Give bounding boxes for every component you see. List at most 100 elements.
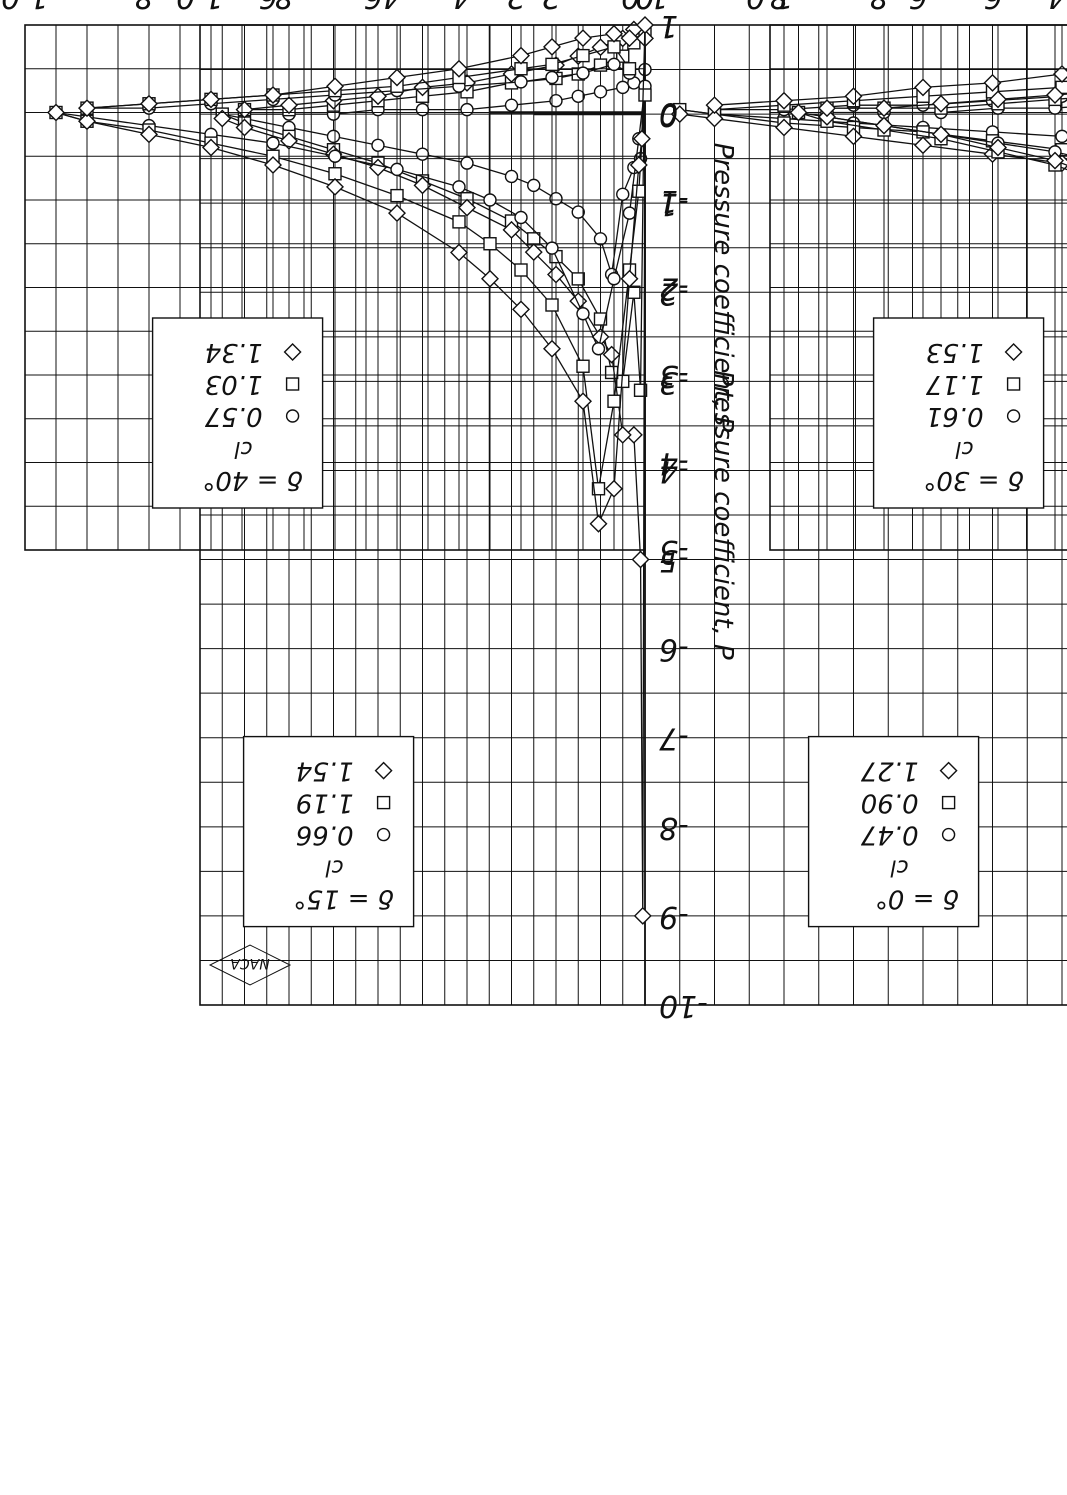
y-tick-label: -7 [659,721,689,756]
point-circle-0.66 [506,170,518,182]
point-diamond-1.34 [389,205,405,221]
point-square-1.19 [378,797,390,809]
point-square-1.03 [577,360,589,372]
point-square-1.17 [1008,378,1020,390]
point-square-1.03 [639,89,651,101]
point-square-1.19 [572,273,584,285]
point-square-1.03 [633,185,645,197]
point-square-1.03 [391,190,403,202]
x-tick-label: 0 [635,0,654,14]
point-circle-0.57 [546,72,558,84]
legend-cl-header: cl [325,855,343,880]
point-square-1.03 [608,395,620,407]
point-circle-0.66 [417,104,429,116]
x-tick-label: .4 [383,0,412,14]
x-tick-label: 1.0 [176,0,224,14]
point-circle-0.57 [577,308,589,320]
point-diamond-1.34 [575,30,591,46]
point-circle-0.57 [484,194,496,206]
x-tick-label: .6 [909,0,938,14]
point-circle-0.66 [572,90,584,102]
point-circle-0.57 [453,181,465,193]
y-tick-label: -3 [659,358,689,393]
point-circle-0.66 [572,206,584,218]
x-tick-label: .2 [507,0,536,14]
point-circle-0.57 [593,343,605,355]
y-tick-label: -5 [659,533,689,568]
point-circle-0.66 [328,130,340,142]
point-circle-0.66 [417,148,429,160]
naca-logo-text: NACA [230,955,269,971]
point-circle-0.66 [378,829,390,841]
legend-entry-label: 0.57 [204,401,262,431]
point-circle-0.66 [617,188,629,200]
legend-entry-label: 1.53 [926,337,984,367]
y-axis-label: Pressure coefficient, P [708,143,738,433]
legend-entry-label: 1.17 [925,369,983,399]
x-tick-label: .8 [870,0,899,14]
point-circle-0.57 [391,163,403,175]
chart-panel: -5-4-3-2-1010.2.4.6.81.0x/cPressure coef… [746,0,1067,568]
point-circle-0.57 [267,137,279,149]
point-square-1.03 [484,238,496,250]
point-circle-0.57 [608,273,620,285]
point-diamond-1.54 [633,552,649,568]
legend-entry-label: 0.90 [861,788,919,818]
legend: δ = 30° cl 0.611.171.53 [874,318,1044,508]
legend-title: δ = 30° [923,465,1023,495]
point-circle-0.66 [595,233,607,245]
x-tick-label: .6 [259,0,288,14]
y-tick-label: -4 [659,446,689,481]
point-circle-0.57 [546,242,558,254]
point-circle-0.57 [577,67,589,79]
point-circle-0.66 [461,157,473,169]
point-square-1.03 [546,299,558,311]
x-tick-label: 1.0 [1,0,49,14]
point-diamond-1.34 [606,481,622,497]
point-square-1.03 [577,50,589,62]
point-square-0.90 [943,797,955,809]
y-tick-label: -9 [659,899,689,934]
legend: δ = 40°cl0.571.031.34 [153,318,323,508]
legend-entry-label: 1.34 [205,337,263,367]
point-circle-0.57 [287,410,299,422]
point-circle-0.57 [515,76,527,88]
point-diamond-1.27 [915,137,931,153]
y-tick-label: 1 [659,8,678,43]
point-diamond-1.34 [544,39,560,55]
point-circle-0.47 [1056,130,1067,142]
point-square-1.03 [287,378,299,390]
legend-title: δ = 15° [293,884,393,914]
point-circle-0.57 [624,207,636,219]
point-circle-0.66 [506,99,518,111]
y-tick-label: 0 [659,96,678,131]
chart-grid [25,25,645,550]
point-diamond-1.54 [635,908,651,924]
x-tick-label: .4 [1048,0,1067,14]
point-diamond-1.54 [570,293,586,309]
x-tick-label: .8 [135,0,164,14]
legend-title: δ = 0° [875,884,959,914]
point-diamond-1.34 [591,516,607,532]
point-circle-0.47 [943,829,955,841]
legend-entry-label: 1.27 [860,756,918,786]
point-circle-0.66 [595,86,607,98]
point-circle-0.66 [461,104,473,116]
legend: δ = 0°cl0.470.901.27 [809,737,979,927]
point-diamond-1.34 [544,341,560,357]
x-tick-label: 1.0 [746,0,794,14]
point-square-1.03 [515,264,527,276]
legend-title: δ = 40° [202,465,302,495]
point-square-1.03 [624,63,636,75]
x-tick-label: .6 [984,0,1013,14]
legend-cl-header: cl [955,436,973,461]
legend-entry-label: 1.19 [296,788,354,818]
point-circle-0.57 [329,150,341,162]
point-circle-0.66 [372,139,384,151]
legend-entry-label: 0.61 [926,401,984,431]
point-square-1.03 [546,58,558,70]
point-circle-0.61 [1008,410,1020,422]
legend-entry-label: 0.66 [296,820,354,850]
